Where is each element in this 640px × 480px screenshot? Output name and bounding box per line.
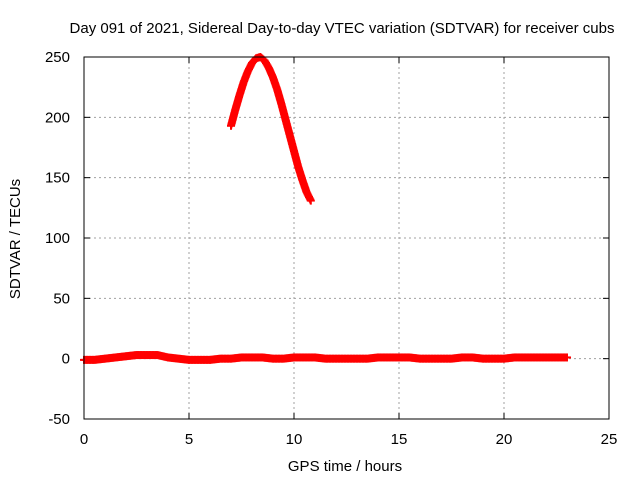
x-tick-label: 10 (286, 431, 303, 448)
x-tick-label: 0 (80, 431, 88, 448)
y-tick-label: 250 (45, 49, 70, 66)
y-tick-label: 100 (45, 230, 70, 247)
x-axis-label: GPS time / hours (288, 458, 402, 475)
data-points (80, 53, 571, 364)
series-baseline (80, 351, 571, 364)
x-tick-label: 25 (601, 431, 618, 448)
y-tick-label: 150 (45, 170, 70, 187)
x-tick-label: 5 (185, 431, 193, 448)
x-tick-label: 20 (496, 431, 513, 448)
chart-title: Day 091 of 2021, Sidereal Day-to-day VTE… (70, 20, 615, 37)
y-tick-label: -50 (48, 411, 70, 428)
x-tick-label: 15 (391, 431, 408, 448)
plot-border (83, 56, 610, 420)
y-tick-label: 0 (62, 351, 70, 368)
y-axis-label: SDTVAR / TECUs (7, 179, 24, 299)
tick-labels: 0 5 10 15 20 25 -50 0 50 100 150 200 250 (45, 49, 617, 448)
y-tick-label: 200 (45, 109, 70, 126)
y-tick-label: 50 (53, 290, 70, 307)
series-peak (227, 53, 315, 205)
